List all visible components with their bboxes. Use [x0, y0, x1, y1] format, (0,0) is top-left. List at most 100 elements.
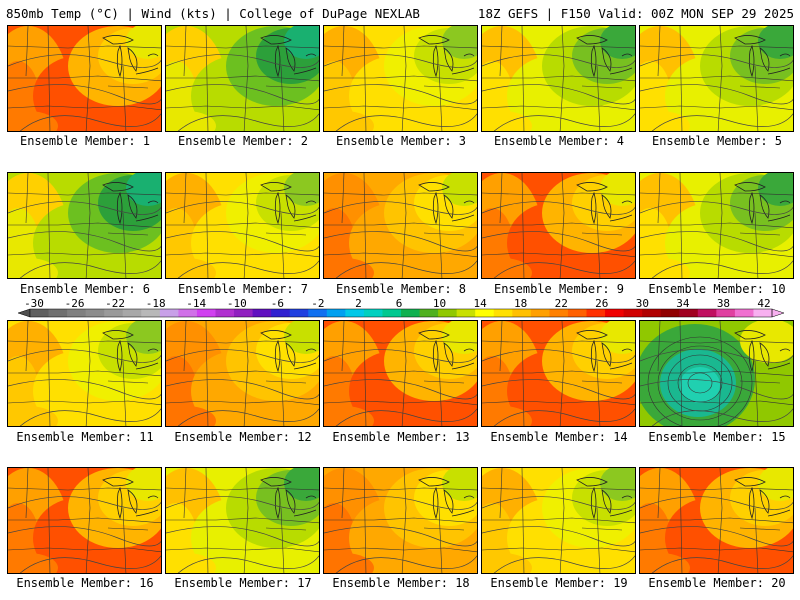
- colorbar-frame: [29, 308, 773, 318]
- colorbar-segment: [159, 309, 179, 317]
- colorbar-segment: [48, 309, 68, 317]
- colorbar-tick-label: 22: [554, 297, 568, 310]
- colorbar-tick-label: 2: [355, 297, 362, 310]
- ensemble-map-panel: [481, 25, 636, 132]
- ensemble-map-panel: [7, 467, 162, 574]
- ensemble-map-panel: [481, 467, 636, 574]
- colorbar-segment: [586, 309, 606, 317]
- colorbar-segment: [642, 309, 662, 317]
- member-number: 11: [139, 430, 154, 444]
- colorbar-tick-label: -2: [311, 297, 325, 310]
- ensemble-member-label: Ensemble Member: 1: [6, 134, 164, 148]
- ensemble-map-panel: [481, 172, 636, 279]
- member-label-prefix: Ensemble Member:: [16, 576, 140, 590]
- ensemble-map-panel: [639, 467, 794, 574]
- colorbar-segment: [141, 309, 161, 317]
- ensemble-member-label: Ensemble Member: 11: [6, 430, 164, 444]
- member-label-prefix: Ensemble Member:: [648, 576, 772, 590]
- colorbar-tick-label: -10: [226, 297, 247, 310]
- colorbar-segment: [716, 309, 736, 317]
- colorbar-tick-label: -26: [64, 297, 85, 310]
- colorbar-segment: [363, 309, 383, 317]
- ensemble-map-panel: [481, 320, 636, 427]
- colorbar-segment: [475, 309, 495, 317]
- colorbar-tick-label: -30: [24, 297, 44, 310]
- member-number: 15: [771, 430, 786, 444]
- colorbar-tick-label: 26: [595, 297, 609, 310]
- member-label-prefix: Ensemble Member:: [16, 430, 140, 444]
- ensemble-member-label: Ensemble Member: 3: [322, 134, 480, 148]
- colorbar-segment: [104, 309, 124, 317]
- ensemble-map-panel: [639, 320, 794, 427]
- member-number: 5: [774, 134, 783, 148]
- ensemble-map-panel: [639, 172, 794, 279]
- colorbar-segment: [308, 309, 328, 317]
- ensemble-member-label: Ensemble Member: 14: [480, 430, 638, 444]
- colorbar-segment: [549, 309, 569, 317]
- colorbar-tick-label: 42: [757, 297, 771, 310]
- member-number: 12: [297, 430, 312, 444]
- colorbar-segment: [679, 309, 699, 317]
- ensemble-map-panel: [323, 467, 478, 574]
- colorbar-tick-label: 6: [395, 297, 403, 310]
- ensemble-member-label: Ensemble Member: 19: [480, 576, 638, 590]
- colorbar-segment: [697, 309, 717, 317]
- member-number: 7: [300, 282, 309, 296]
- member-number: 14: [613, 430, 628, 444]
- colorbar-tick-label: 18: [514, 297, 528, 310]
- colorbar-segment: [401, 309, 421, 317]
- ensemble-member-label: Ensemble Member: 5: [638, 134, 796, 148]
- ensemble-member-label: Ensemble Member: 13: [322, 430, 480, 444]
- member-number: 3: [458, 134, 467, 148]
- ensemble-map-panel: [7, 25, 162, 132]
- member-number: 4: [616, 134, 625, 148]
- ensemble-map-panel: [639, 25, 794, 132]
- colorbar-tick-label: 10: [432, 297, 447, 310]
- colorbar-segment: [289, 309, 309, 317]
- member-number: 19: [613, 576, 628, 590]
- colorbar-segment: [753, 309, 773, 317]
- member-number: 16: [139, 576, 154, 590]
- member-number: 10: [771, 282, 786, 296]
- colorbar-segment: [234, 309, 254, 317]
- ensemble-member-label: Ensemble Member: 8: [322, 282, 480, 296]
- colorbar-segment: [345, 309, 365, 317]
- member-number: 8: [458, 282, 467, 296]
- ensemble-member-label: Ensemble Member: 18: [322, 576, 480, 590]
- colorbar-segment: [530, 309, 550, 317]
- colorbar-tick-label: -14: [186, 297, 207, 310]
- ensemble-member-label: Ensemble Member: 4: [480, 134, 638, 148]
- member-label-prefix: Ensemble Member:: [648, 430, 772, 444]
- member-label-prefix: Ensemble Member:: [648, 282, 772, 296]
- ensemble-map-panel: [165, 320, 320, 427]
- temperature-colorbar: [17, 308, 785, 318]
- member-label-prefix: Ensemble Member:: [332, 576, 456, 590]
- ensemble-member-label: Ensemble Member: 2: [164, 134, 322, 148]
- member-label-prefix: Ensemble Member:: [19, 134, 143, 148]
- member-label-prefix: Ensemble Member:: [174, 576, 298, 590]
- colorbar-segment: [178, 309, 198, 317]
- colorbar-tick-label: -18: [145, 297, 166, 310]
- colorbar-segment: [419, 309, 439, 317]
- ensemble-member-label: Ensemble Member: 16: [6, 576, 164, 590]
- ensemble-member-label: Ensemble Member: 17: [164, 576, 322, 590]
- colorbar-segment: [30, 309, 50, 317]
- member-label-prefix: Ensemble Member:: [335, 282, 459, 296]
- member-number: 1: [142, 134, 151, 148]
- ensemble-map-panel: [323, 25, 478, 132]
- run-valid-time: 18Z GEFS | F150 Valid: 00Z MON SEP 29 20…: [477, 6, 794, 21]
- colorbar-segment: [623, 309, 643, 317]
- colorbar-high-arrow: [771, 308, 785, 318]
- colorbar-segment: [382, 309, 402, 317]
- member-number: 17: [297, 576, 312, 590]
- member-label-prefix: Ensemble Member:: [490, 576, 614, 590]
- ensemble-map-panel: [165, 25, 320, 132]
- member-label-prefix: Ensemble Member:: [335, 134, 459, 148]
- ensemble-map-panel: [323, 172, 478, 279]
- colorbar-tick-label: 34: [676, 297, 690, 310]
- member-number: 2: [300, 134, 309, 148]
- ensemble-member-label: Ensemble Member: 6: [6, 282, 164, 296]
- ensemble-map-panel: [165, 467, 320, 574]
- ensemble-member-label: Ensemble Member: 12: [164, 430, 322, 444]
- member-label-prefix: Ensemble Member:: [490, 430, 614, 444]
